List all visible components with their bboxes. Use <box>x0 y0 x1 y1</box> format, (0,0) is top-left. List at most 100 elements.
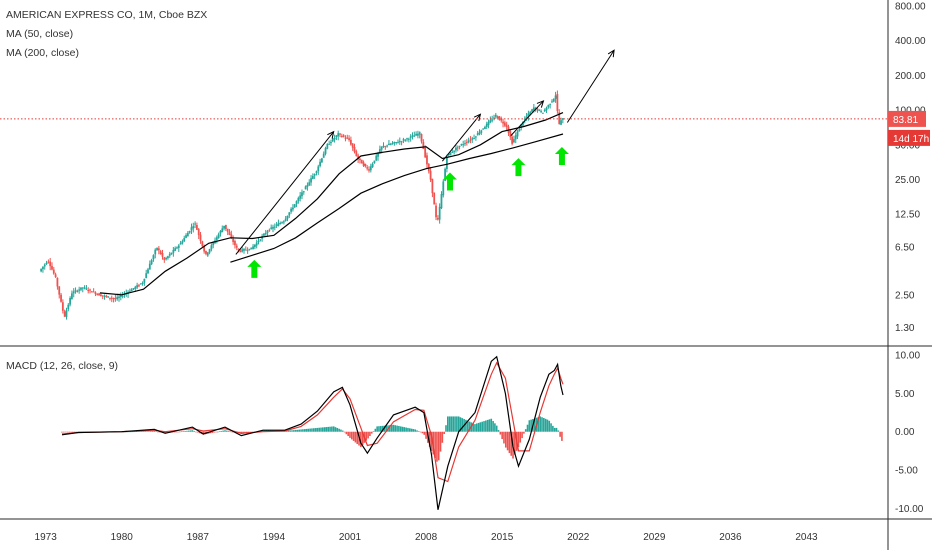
candle-body <box>556 94 559 111</box>
candle-body <box>418 132 421 135</box>
candle-body <box>474 136 477 138</box>
candle-body <box>52 269 55 274</box>
candle-body <box>489 120 492 123</box>
macd-histogram-bar <box>146 431 148 432</box>
candle-body <box>61 302 64 311</box>
candle-body <box>424 147 427 158</box>
candle-body <box>199 234 202 241</box>
candle-body <box>100 294 102 297</box>
candle-body <box>516 131 519 137</box>
macd-histogram-bar <box>389 425 391 432</box>
macd-histogram-bar <box>530 419 532 432</box>
macd-histogram-bar <box>68 431 70 433</box>
macd-histogram-bar <box>294 429 297 432</box>
macd-histogram-bar <box>543 418 545 432</box>
candle-body <box>293 204 296 208</box>
candle-body <box>85 288 88 290</box>
candle-body <box>112 298 115 300</box>
candle-body <box>90 291 93 293</box>
macd-histogram-bar <box>135 431 138 432</box>
macd-histogram-bar <box>421 431 424 434</box>
candle-body <box>78 289 81 291</box>
macd-histogram-bar <box>189 430 192 432</box>
macd-tick-label: 5.00 <box>895 389 915 400</box>
candle-body <box>43 264 46 267</box>
symbol-title[interactable]: AMERICAN EXPRESS CO, 1M, Cboe BZX <box>6 9 207 21</box>
macd-histogram-bar <box>376 426 378 432</box>
candle-body <box>388 143 390 146</box>
candle-body <box>152 255 155 260</box>
macd-histogram-bar <box>360 431 362 448</box>
macd-histogram-bar <box>64 431 67 433</box>
macd-histogram-bar <box>311 428 313 432</box>
macd-tick-label: 10.00 <box>895 351 920 362</box>
macd-histogram-bar <box>432 431 435 455</box>
countdown-label: 14d 17h <box>893 134 929 145</box>
candle-body <box>315 171 318 173</box>
candle-body <box>395 142 398 144</box>
candle-body <box>215 237 218 240</box>
macd-legend[interactable]: MACD (12, 26, close, 9) <box>6 360 118 372</box>
macd-histogram-bar <box>302 429 304 432</box>
candle-body <box>282 221 285 223</box>
green-up-arrow <box>511 158 526 177</box>
candle-body <box>308 182 311 186</box>
macd-histogram-bar <box>401 426 404 432</box>
candle-body <box>359 158 361 161</box>
candle-body <box>224 224 227 230</box>
candle-body <box>494 114 497 117</box>
candle-body <box>203 246 206 252</box>
candle-body <box>351 143 354 148</box>
candle-body <box>328 143 331 145</box>
candle-body <box>81 287 84 289</box>
macd-histogram-bar <box>229 431 232 433</box>
candle-body <box>217 234 220 238</box>
candle-body <box>551 101 553 103</box>
time-tick-label: 2036 <box>719 532 742 543</box>
macd-histogram-bar <box>370 431 373 434</box>
macd-histogram-bar <box>365 431 368 441</box>
candle-body <box>114 298 117 300</box>
candle-body <box>183 238 186 242</box>
candle-body <box>326 144 329 149</box>
macd-histogram-bar <box>222 430 224 432</box>
time-tick-label: 2001 <box>339 532 362 543</box>
candle-body <box>253 244 256 248</box>
macd-histogram-bar <box>504 431 507 448</box>
candle-body <box>174 248 177 251</box>
macd-histogram-bar <box>307 428 310 432</box>
candle-body <box>54 274 57 278</box>
macd-histogram-bar <box>62 431 65 433</box>
candle-body <box>406 138 408 140</box>
macd-histogram-bar <box>506 431 509 451</box>
macd-axis-ticks[interactable]: 10.00 5.00 0.00 -5.00 -10.00 <box>895 351 924 515</box>
candle-body <box>509 131 512 138</box>
candle-body <box>94 292 97 295</box>
macd-histogram-bar <box>533 418 536 432</box>
macd-histogram-bar <box>407 427 409 432</box>
candle-body <box>185 235 187 238</box>
candle-body <box>72 291 75 294</box>
macd-histogram-bar <box>262 430 264 432</box>
candle-body <box>469 139 472 141</box>
candle-body <box>348 138 350 140</box>
macd-histogram-bar <box>492 421 494 432</box>
candle-body <box>279 222 282 225</box>
macd-histogram-bar <box>318 427 320 432</box>
price-tick-label: 12.50 <box>895 210 920 221</box>
time-axis-ticks[interactable]: 1973 1980 1987 1994 2001 2008 2015 2022 2029 2036… <box>35 532 819 543</box>
macd-histogram-bar <box>474 424 476 432</box>
ma50-legend[interactable]: MA (50, close) <box>6 28 73 40</box>
macd-histogram-bar <box>557 430 560 432</box>
macd-histogram-bar <box>499 431 502 435</box>
macd-histogram-bar <box>374 428 377 432</box>
ma200-legend[interactable]: MA (200, close) <box>6 47 79 59</box>
candle-body <box>482 128 485 130</box>
macd-histogram-bar <box>331 426 333 432</box>
macd-histogram-bar <box>546 419 549 432</box>
macd-histogram-bar <box>334 427 337 432</box>
candle-body <box>455 147 457 151</box>
ma200-line <box>230 133 564 263</box>
candle-body <box>525 116 528 119</box>
